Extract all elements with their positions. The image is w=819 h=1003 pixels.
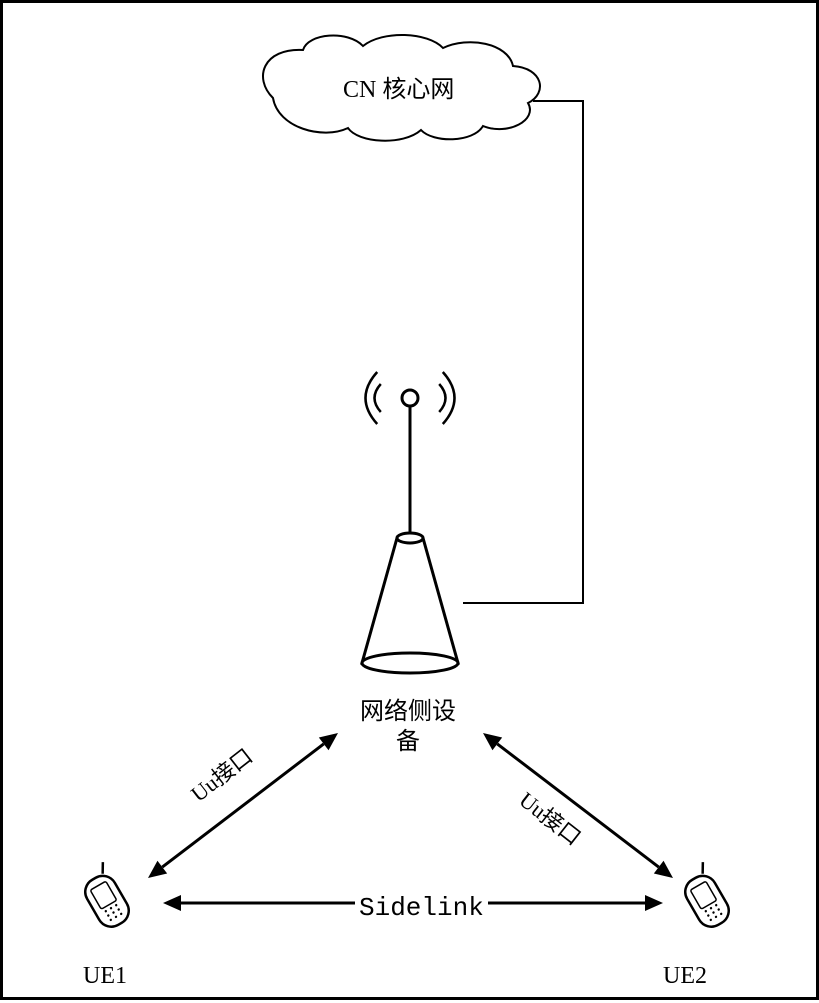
uu-link-right: [483, 733, 673, 878]
tower-label-line2: 备: [396, 721, 420, 756]
tower-cone-bottom: [362, 653, 458, 673]
antenna-top-icon: [402, 390, 418, 406]
ue2-label: UE2: [663, 963, 707, 990]
tower-cone-top: [397, 533, 423, 543]
sidelink-label: Sidelink: [355, 893, 488, 923]
ue2-phone-icon: [680, 862, 734, 932]
cloud-label: CN 核心网: [343, 69, 454, 104]
diagram-svg: [3, 3, 819, 1003]
diagram-frame: CN 核心网 网络侧设 备 UE1 UE2 Uu接口 Uu接口 Sidelink: [0, 0, 819, 1000]
ue1-phone-icon: [80, 862, 134, 932]
ue1-label: UE1: [83, 963, 127, 990]
backhaul-line: [463, 101, 583, 603]
tower-cone-body: [362, 538, 458, 663]
